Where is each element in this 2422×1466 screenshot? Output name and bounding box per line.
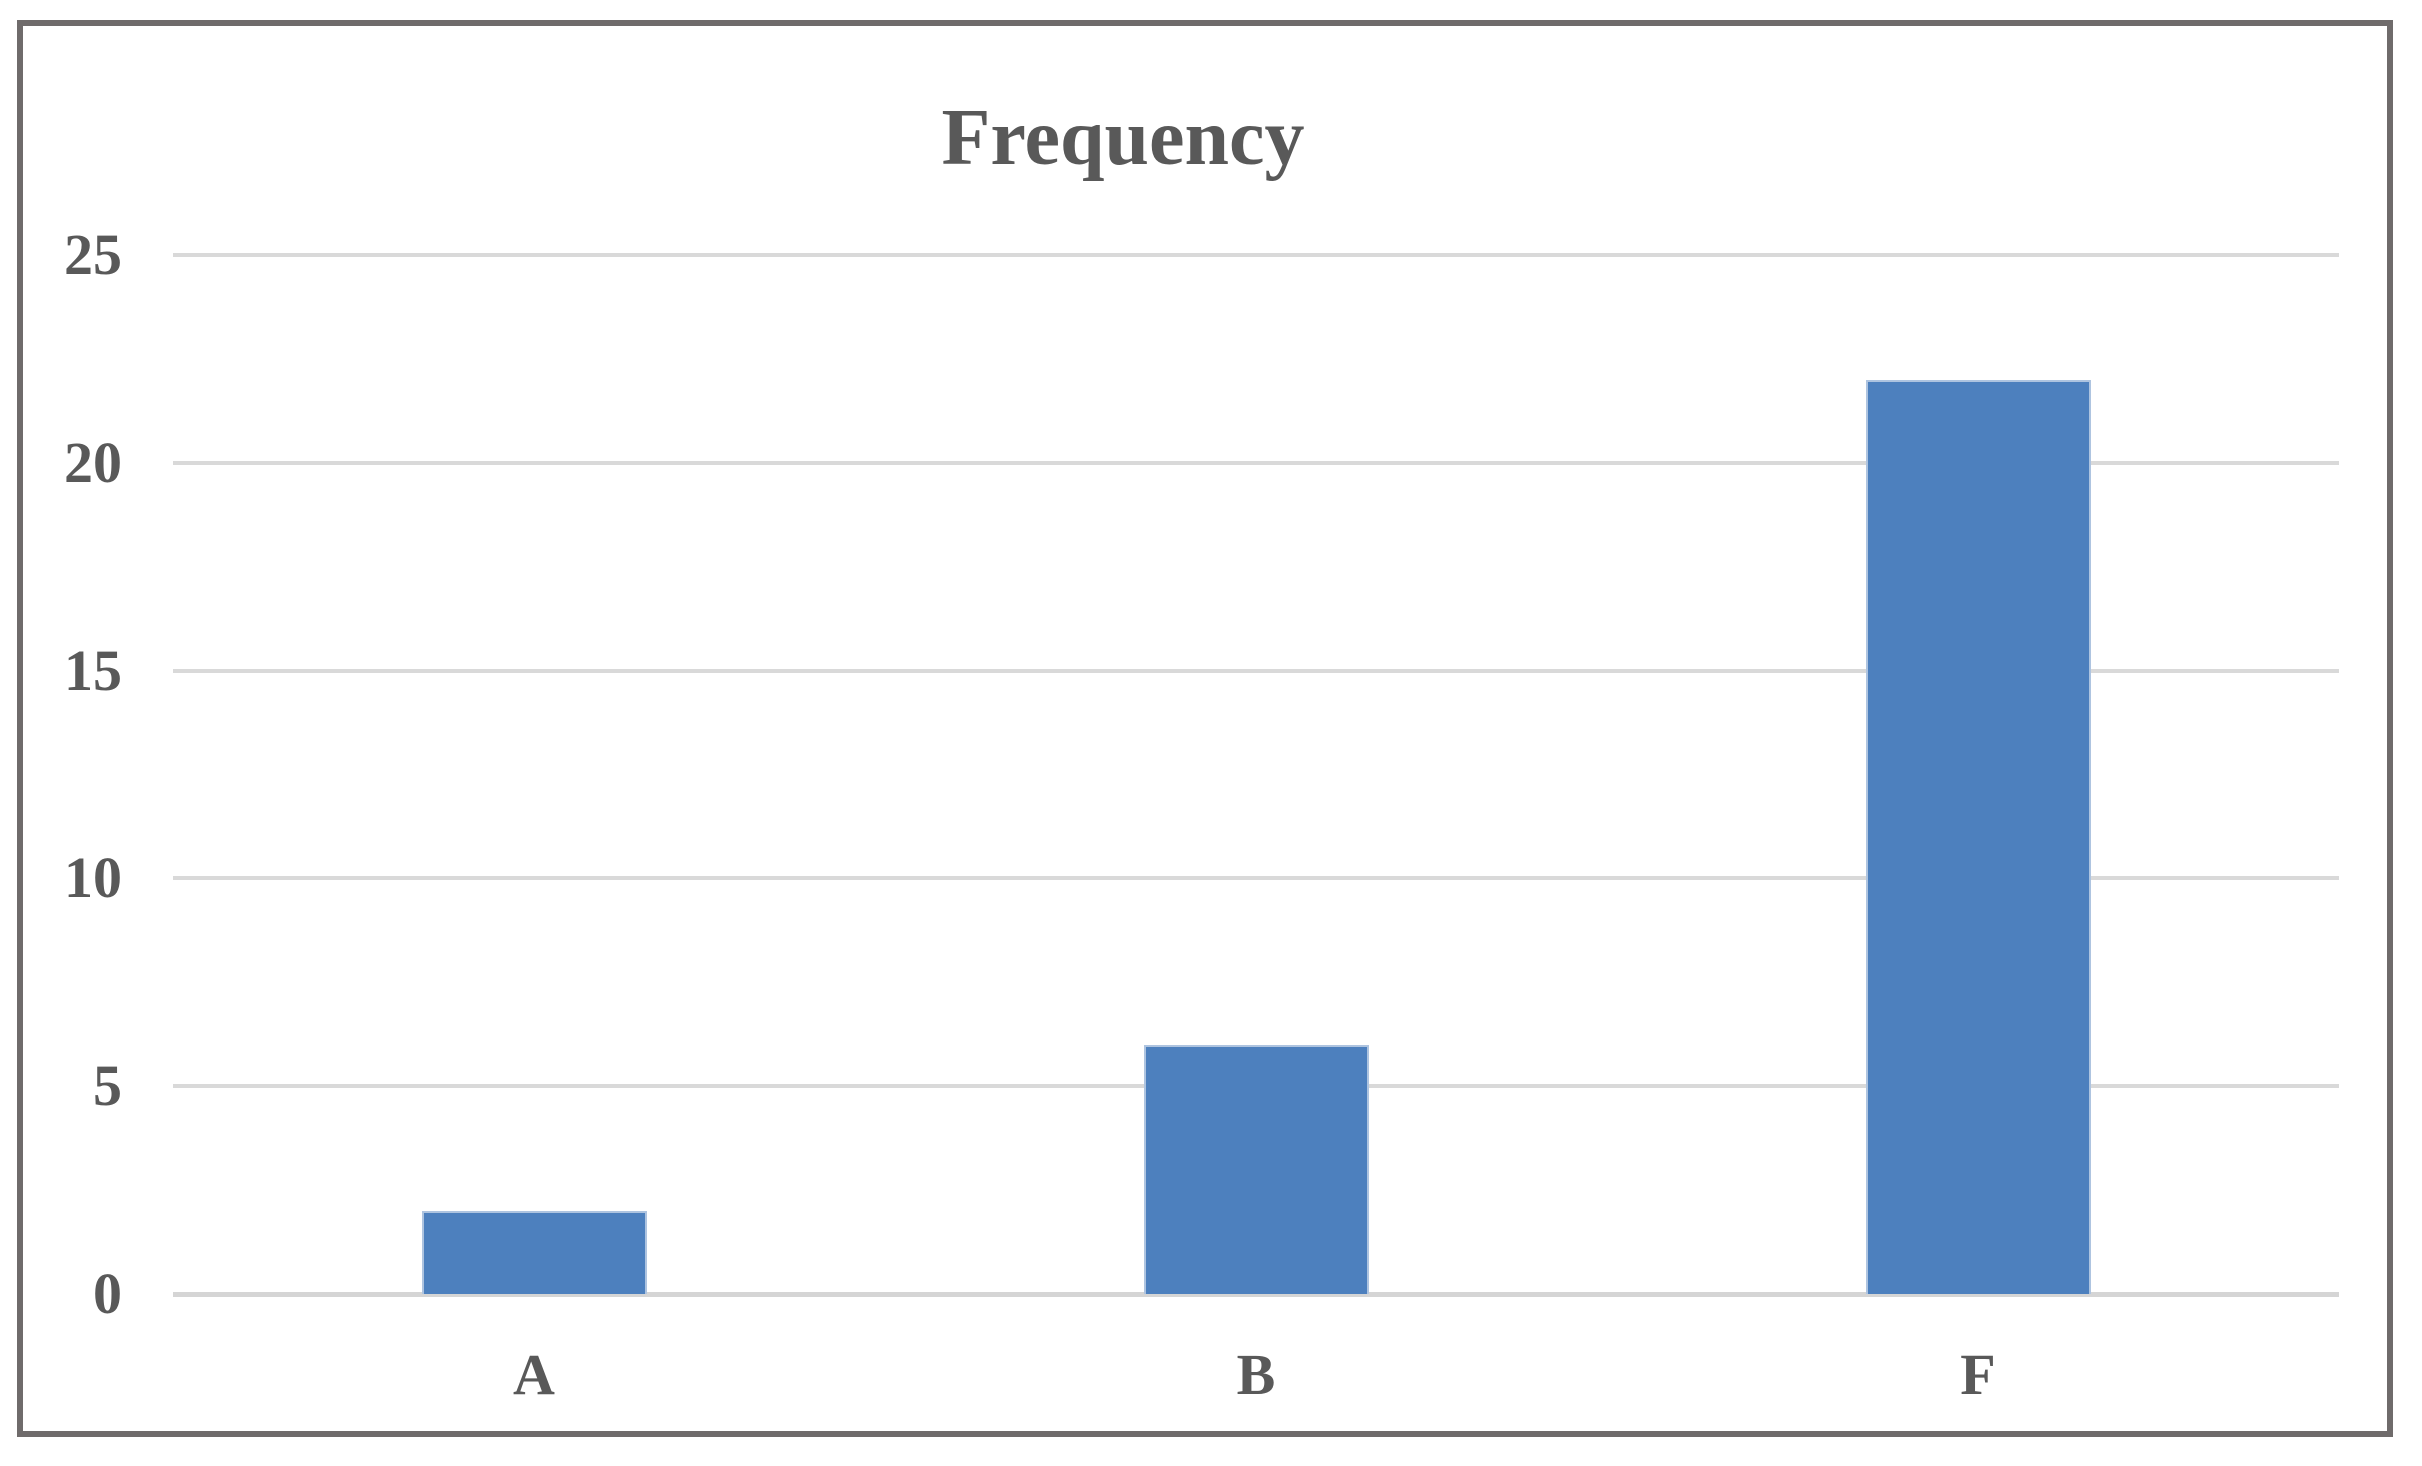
bar-B xyxy=(1143,1044,1369,1294)
gridline-15 xyxy=(173,668,2339,673)
y-tick-label-20: 20 xyxy=(64,429,122,495)
y-tick-label-5: 5 xyxy=(93,1053,122,1119)
x-category-label-F: F xyxy=(1960,1342,1996,1407)
gridline-20 xyxy=(173,460,2339,465)
bar-F xyxy=(1865,379,2091,1294)
chart-title: Frequency xyxy=(941,94,1305,182)
x-category-label-B: B xyxy=(1236,1342,1276,1407)
x-category-label-A: A xyxy=(513,1342,555,1407)
y-tick-label-15: 15 xyxy=(64,637,122,703)
y-tick-label-25: 25 xyxy=(64,222,122,287)
y-tick-label-10: 10 xyxy=(64,845,122,911)
bar-A xyxy=(421,1210,647,1294)
gridline-0 xyxy=(173,1292,2339,1297)
gridline-25 xyxy=(173,253,2339,257)
y-tick-label-0: 0 xyxy=(93,1261,122,1326)
plot-area xyxy=(173,253,2339,1297)
gridline-10 xyxy=(173,876,2339,881)
